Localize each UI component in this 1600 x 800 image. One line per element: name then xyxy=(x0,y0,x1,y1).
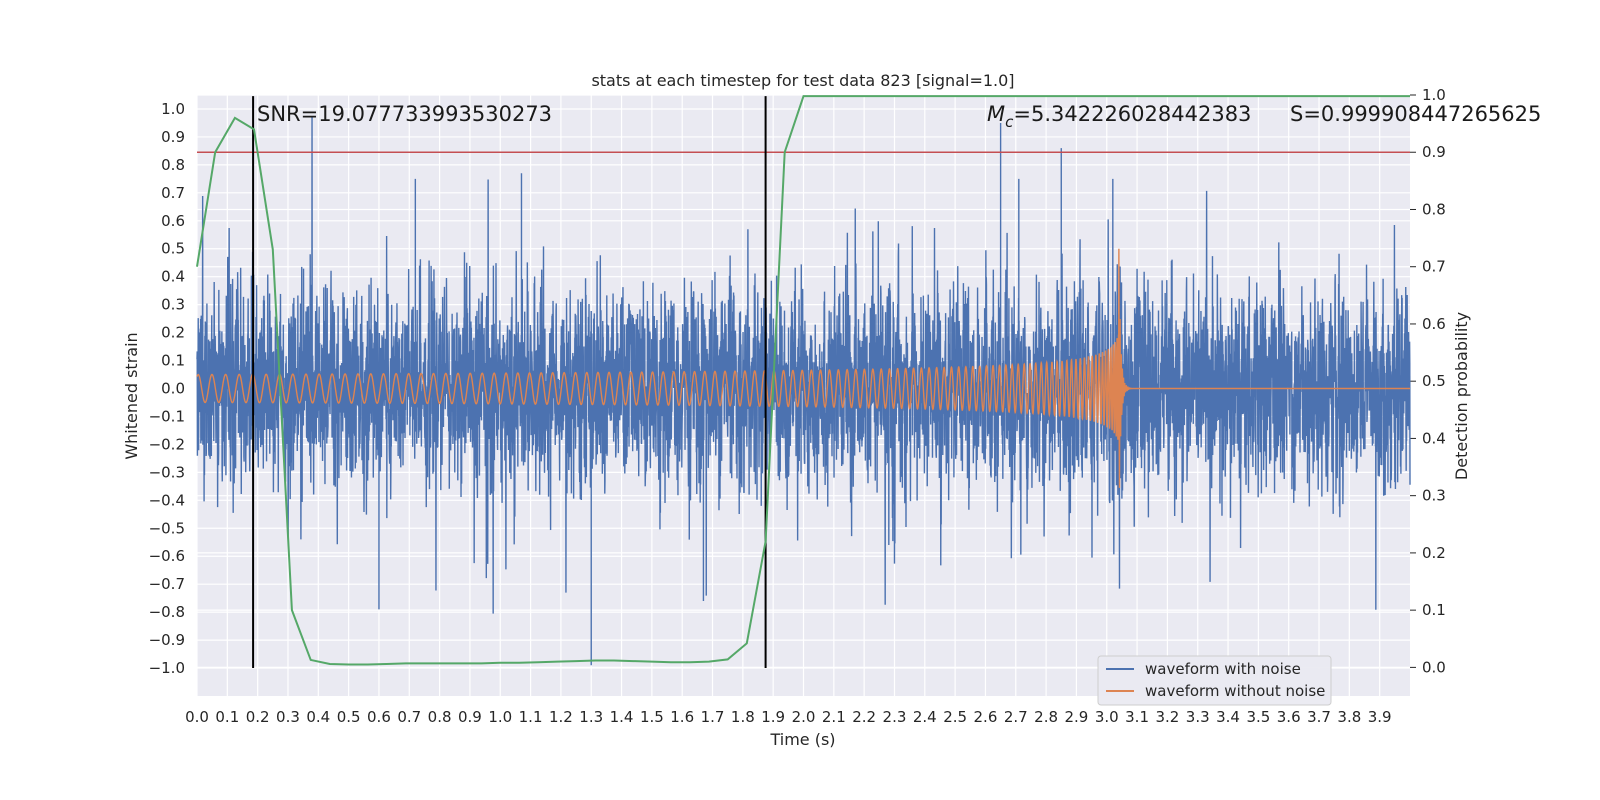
x-tick-label: 2.4 xyxy=(913,708,937,726)
x-tick-label: 3.5 xyxy=(1246,708,1270,726)
y-tick-label: −0.3 xyxy=(149,463,185,481)
x-tick-label: 2.0 xyxy=(792,708,816,726)
y-tick-label: −0.4 xyxy=(149,491,185,509)
y-tick-label: 0.3 xyxy=(161,296,185,314)
series-detection-probability-line xyxy=(196,95,1410,666)
y2-tick-label: 0.5 xyxy=(1422,372,1446,390)
x-tick-label: 3.8 xyxy=(1337,708,1361,726)
x-tick-label: 3.0 xyxy=(1095,708,1119,726)
x-tick-label: 0.7 xyxy=(397,708,421,726)
x-tick-label: 2.8 xyxy=(1034,708,1058,726)
y2-tick-labels: 0.0 0.1 0.2 0.3 0.4 0.5 0.6 0.7 0.8 0.9 1.0 xyxy=(1422,86,1446,676)
y2-tick-label: 0.6 xyxy=(1422,315,1446,333)
x-tick-label: 1.3 xyxy=(579,708,603,726)
y-tick-label: −0.6 xyxy=(149,547,185,565)
y2-tick-label: 0.1 xyxy=(1422,601,1446,619)
y-tick-label: 0.5 xyxy=(161,240,185,258)
x-tick-label: 2.7 xyxy=(1004,708,1028,726)
x-tick-label: 3.6 xyxy=(1277,708,1301,726)
x-tick-label: 1.8 xyxy=(731,708,755,726)
y-tick-label: −0.2 xyxy=(149,435,185,453)
y-tick-label: −0.8 xyxy=(149,603,185,621)
y-tick-label: −0.9 xyxy=(149,631,185,649)
y-tick-label: −1.0 xyxy=(149,659,185,677)
score-annotation: S=0.999908447265625 xyxy=(1290,102,1541,126)
y-tick-label: 0.7 xyxy=(161,184,185,202)
chirp-mass-value: =5.342226028442383 xyxy=(1013,102,1251,126)
series-waveform-with-noise-line xyxy=(196,117,1411,666)
y2-tick-label: 0.7 xyxy=(1422,258,1446,276)
y-axis-label: Whitened strain xyxy=(122,332,141,459)
x-tick-label: 1.5 xyxy=(640,708,664,726)
y2-tick-label: 0.3 xyxy=(1422,487,1446,505)
chirp-mass-symbol: M xyxy=(987,102,1005,126)
x-tick-label: 2.1 xyxy=(822,708,846,726)
x-tick-label: 3.1 xyxy=(1125,708,1149,726)
chart-title: stats at each timestep for test data 823… xyxy=(591,71,1014,90)
x-axis-label: Time (s) xyxy=(769,730,835,749)
x-tick-label: 0.6 xyxy=(367,708,391,726)
y-tick-label: 0.0 xyxy=(161,380,185,398)
y-tick-label: −0.7 xyxy=(149,575,185,593)
y2-tick-label: 0.8 xyxy=(1422,200,1446,218)
x-tick-label: 3.2 xyxy=(1155,708,1179,726)
x-tick-label: 1.2 xyxy=(549,708,573,726)
x-tick-labels: 0.0 0.1 0.2 0.3 0.4 0.5 0.6 0.7 0.8 0.9 1.0 1.1 1.2 1… xyxy=(185,708,1392,726)
x-tick-label: 1.7 xyxy=(701,708,725,726)
x-tick-label: 1.9 xyxy=(761,708,785,726)
x-tick-label: 1.0 xyxy=(488,708,512,726)
legend-box xyxy=(1097,655,1332,706)
y-tick-label: 1.0 xyxy=(161,100,185,118)
x-tick-label: 1.4 xyxy=(610,708,634,726)
y2-tick-label: 0.2 xyxy=(1422,544,1446,562)
x-tick-label: 2.6 xyxy=(974,708,998,726)
x-tick-label: 2.5 xyxy=(943,708,967,726)
y-tick-labels: −1.0 −0.9 −0.8 −0.7 −0.6 −0.5 −0.4 −0.3 −0.2 −0.1… xyxy=(149,100,185,677)
y2-tick-label: 0.9 xyxy=(1422,143,1446,161)
snr-annotation: SNR=19.077733993530273 xyxy=(257,102,552,126)
y-tick-label: −0.1 xyxy=(149,407,185,425)
x-tick-label: 0.3 xyxy=(276,708,300,726)
x-tick-label: 3.3 xyxy=(1186,708,1210,726)
chirp-mass-subscript: c xyxy=(1005,113,1014,131)
series-waveform-without-noise-line xyxy=(196,248,1410,488)
y2-tick-label: 0.0 xyxy=(1422,658,1446,676)
y2-axis-label: Detection probability xyxy=(1452,312,1471,480)
x-tick-label: 0.5 xyxy=(337,708,361,726)
plot-area xyxy=(196,96,1411,669)
y-grid xyxy=(197,108,1410,669)
y2-tick-label: 1.0 xyxy=(1422,86,1446,104)
x-tick-label: 3.7 xyxy=(1307,708,1331,726)
x-tick-label: 0.8 xyxy=(428,708,452,726)
y-tick-label: 0.9 xyxy=(161,128,185,146)
x-tick-label: 2.3 xyxy=(883,708,907,726)
y-tick-label: 0.2 xyxy=(161,324,185,342)
x-tick-label: 0.0 xyxy=(185,708,209,726)
y-tick-label: 0.4 xyxy=(161,268,185,286)
x-tick-label: 3.4 xyxy=(1216,708,1240,726)
y2-tick-label: 0.4 xyxy=(1422,429,1446,447)
legend-label-waveform-without-noise: waveform without noise xyxy=(1145,682,1325,700)
y-tick-label: 0.8 xyxy=(161,156,185,174)
y-tick-label: −0.5 xyxy=(149,519,185,537)
x-tick-label: 0.4 xyxy=(306,708,330,726)
chirp-mass-annotation: Mc=5.342226028442383 xyxy=(987,102,1251,131)
x-tick-label: 0.9 xyxy=(458,708,482,726)
x-tick-label: 3.9 xyxy=(1368,708,1392,726)
x-tick-label: 2.9 xyxy=(1064,708,1088,726)
x-tick-label: 2.2 xyxy=(852,708,876,726)
y-tick-label: 0.6 xyxy=(161,212,185,230)
legend-label-waveform-with-noise: waveform with noise xyxy=(1145,660,1301,678)
x-tick-label: 0.2 xyxy=(246,708,270,726)
y-tick-label: 0.1 xyxy=(161,352,185,370)
legend: waveform with noise waveform without noi… xyxy=(1097,655,1332,706)
x-tick-label: 0.1 xyxy=(215,708,239,726)
x-tick-label: 1.1 xyxy=(519,708,543,726)
x-tick-label: 1.6 xyxy=(670,708,694,726)
